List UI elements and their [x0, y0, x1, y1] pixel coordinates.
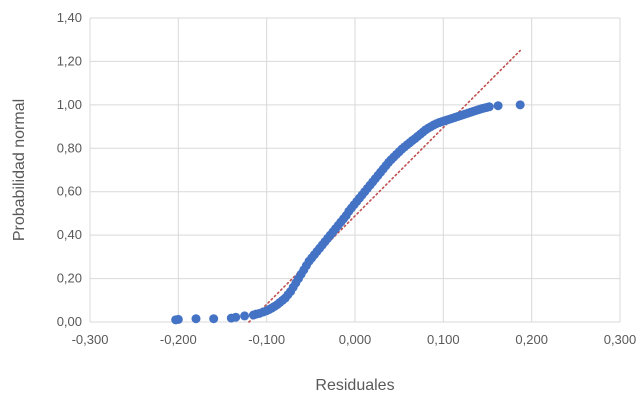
y-tick-label: 0,40 [57, 227, 82, 242]
data-point [493, 101, 503, 111]
y-tick-label: 1,00 [57, 97, 82, 112]
y-axis-label: Probabilidad normal [11, 99, 28, 241]
y-tick-label: 1,20 [57, 53, 82, 68]
y-tick-label: 0,60 [57, 184, 82, 199]
data-point [515, 100, 525, 110]
x-tick-label: 0,200 [515, 332, 548, 347]
x-tick-label: -0,100 [248, 332, 285, 347]
data-point [484, 102, 494, 112]
x-tick-label: 0,100 [427, 332, 460, 347]
tick-labels: 0,00 0,20 0,40 0,60 0,80 1,00 1,20 1,40 -0,300 -0… [57, 10, 637, 347]
trendline-layer [248, 49, 521, 323]
x-tick-label: -0,300 [72, 332, 109, 347]
grid-lines [89, 17, 621, 323]
data-point [209, 314, 219, 324]
data-point [173, 314, 183, 324]
y-tick-label: 1,40 [57, 10, 82, 25]
x-tick-label: 0,300 [604, 332, 637, 347]
y-tick-label: 0,20 [57, 271, 82, 286]
data-point [191, 314, 201, 324]
x-tick-label: -0,200 [160, 332, 197, 347]
x-tick-label: 0,000 [339, 332, 372, 347]
data-points [171, 100, 525, 325]
data-point [231, 312, 241, 322]
y-tick-label: 0,80 [57, 140, 82, 155]
x-axis-label: Residuales [315, 377, 394, 394]
y-tick-label: 0,00 [57, 314, 82, 329]
trendline [248, 49, 521, 323]
data-point [240, 311, 250, 321]
